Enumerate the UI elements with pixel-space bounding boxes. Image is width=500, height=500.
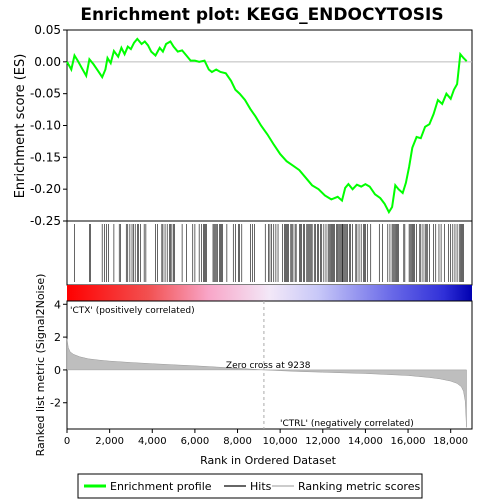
es-y-axis: -0.25 -0.20 -0.15 -0.10 -0.05 0.00 0.05 (30, 23, 67, 228)
legend-enrichment-label: Enrichment profile (110, 480, 212, 493)
x-axis-label: Rank in Ordered Dataset (200, 454, 337, 467)
metric-y-tick-label: 0 (54, 364, 61, 377)
zero-cross-label: Zero cross at 9238 (226, 361, 311, 371)
x-tick-label: 18,000 (433, 436, 468, 447)
heat-bar-gradient (67, 285, 472, 301)
x-tick-label: 14,000 (348, 436, 383, 447)
x-tick-label: 10,000 (263, 436, 298, 447)
hits-panel (66, 220, 473, 286)
legend-metric-label: Ranking metric scores (298, 480, 420, 493)
es-y-tick-label: -0.05 (30, 87, 61, 101)
es-y-tick-label: -0.10 (30, 119, 61, 133)
ranking-metric-area (66, 338, 467, 428)
negative-correlation-label: 'CTRL' (negatively correlated) (280, 419, 414, 429)
es-y-tick-label: -0.20 (30, 182, 61, 196)
metric-y-tick-label: 2 (54, 331, 61, 344)
legend-hits-label: Hits (250, 480, 272, 493)
metric-y-axis: -2 0 2 4 (50, 298, 67, 410)
es-y-tick-label: -0.25 (30, 214, 61, 228)
x-tick-label: 8,000 (223, 436, 252, 447)
es-y-tick-label: 0.05 (34, 23, 61, 37)
es-y-tick-label: 0.00 (34, 55, 61, 69)
x-axis: 0 2,000 4,000 6,000 8,000 10,000 12,000 14,000 1… (64, 429, 468, 447)
hits-panel-frame (66, 220, 473, 286)
es-panel: -0.25 -0.20 -0.15 -0.10 -0.05 0.00 0.05 Enrich… (13, 23, 473, 228)
x-tick-label: 4,000 (138, 436, 167, 447)
es-panel-frame (66, 29, 473, 222)
metric-y-tick-label: -2 (50, 397, 61, 410)
positive-correlation-label: 'CTX' (positively correlated) (70, 306, 195, 316)
enrichment-profile-line (66, 37, 468, 215)
x-tick-label: 2,000 (95, 436, 124, 447)
legend-box (77, 473, 423, 499)
es-y-tick-label: -0.15 (30, 150, 61, 164)
metric-panel: Zero cross at 9238 'CTX' (positively cor… (34, 274, 473, 467)
rank-heat-bar (67, 285, 472, 301)
x-tick-label: 6,000 (181, 436, 210, 447)
es-y-axis-label: Enrichment score (ES) (13, 54, 28, 199)
x-tick-label: 16,000 (391, 436, 426, 447)
metric-y-tick-label: 4 (54, 298, 61, 311)
chart-title: Enrichment plot: KEGG_ENDOCYTOSIS (80, 5, 443, 25)
x-tick-label: 0 (64, 436, 70, 447)
x-tick-label: 12,000 (305, 436, 340, 447)
hit-marks (74, 224, 464, 282)
legend: Enrichment profile Hits Ranking metric s… (77, 473, 423, 499)
metric-y-axis-label: Ranked list metric (Signal2Noise) (34, 274, 47, 457)
